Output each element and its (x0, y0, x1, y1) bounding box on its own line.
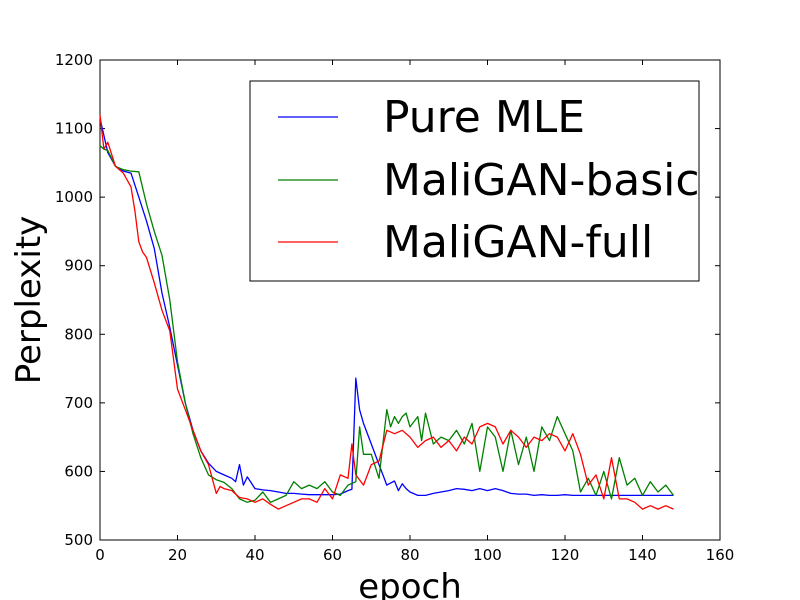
y-tick-label: 1100 (55, 120, 93, 138)
x-tick-label: 0 (95, 546, 105, 564)
x-tick-label: 160 (706, 546, 735, 564)
legend-label-pure-mle: Pure MLE (383, 92, 585, 143)
legend: Pure MLE MaliGAN-basic MaliGAN-full (249, 80, 700, 282)
x-axis-label: epoch (358, 567, 462, 600)
y-tick-label: 900 (64, 257, 93, 275)
legend-label-maligan-full: MaliGAN-full (383, 217, 653, 268)
y-tick-label: 600 (64, 462, 93, 480)
y-tick-label: 1200 (55, 51, 93, 69)
series-line-maligan-basic (99, 145, 675, 503)
legend-item-maligan-full: MaliGAN-full (278, 217, 653, 268)
x-tick-label: 100 (473, 546, 502, 564)
x-tick-label: 60 (323, 546, 342, 564)
legend-item-maligan-basic: MaliGAN-basic (278, 155, 700, 206)
axis-ticks: 0 20 40 60 80 100 120 140 160 500 600 700 800 900 1000… (55, 51, 735, 564)
y-tick-label: 700 (64, 394, 93, 412)
y-tick-label: 1000 (55, 188, 93, 206)
data-series (99, 114, 675, 510)
legend-item-pure-mle: Pure MLE (278, 92, 585, 143)
x-tick-label: 80 (400, 546, 419, 564)
y-tick-label: 500 (64, 531, 93, 549)
x-tick-label: 140 (628, 546, 657, 564)
x-tick-label: 40 (245, 546, 264, 564)
y-tick-label: 800 (64, 325, 93, 343)
legend-box (249, 80, 700, 282)
series-line-maligan-full (99, 114, 674, 510)
x-tick-label: 20 (168, 546, 187, 564)
x-tick-label: 120 (551, 546, 580, 564)
legend-label-maligan-basic: MaliGAN-basic (383, 155, 700, 206)
y-axis-label: Perplexity (9, 216, 49, 385)
